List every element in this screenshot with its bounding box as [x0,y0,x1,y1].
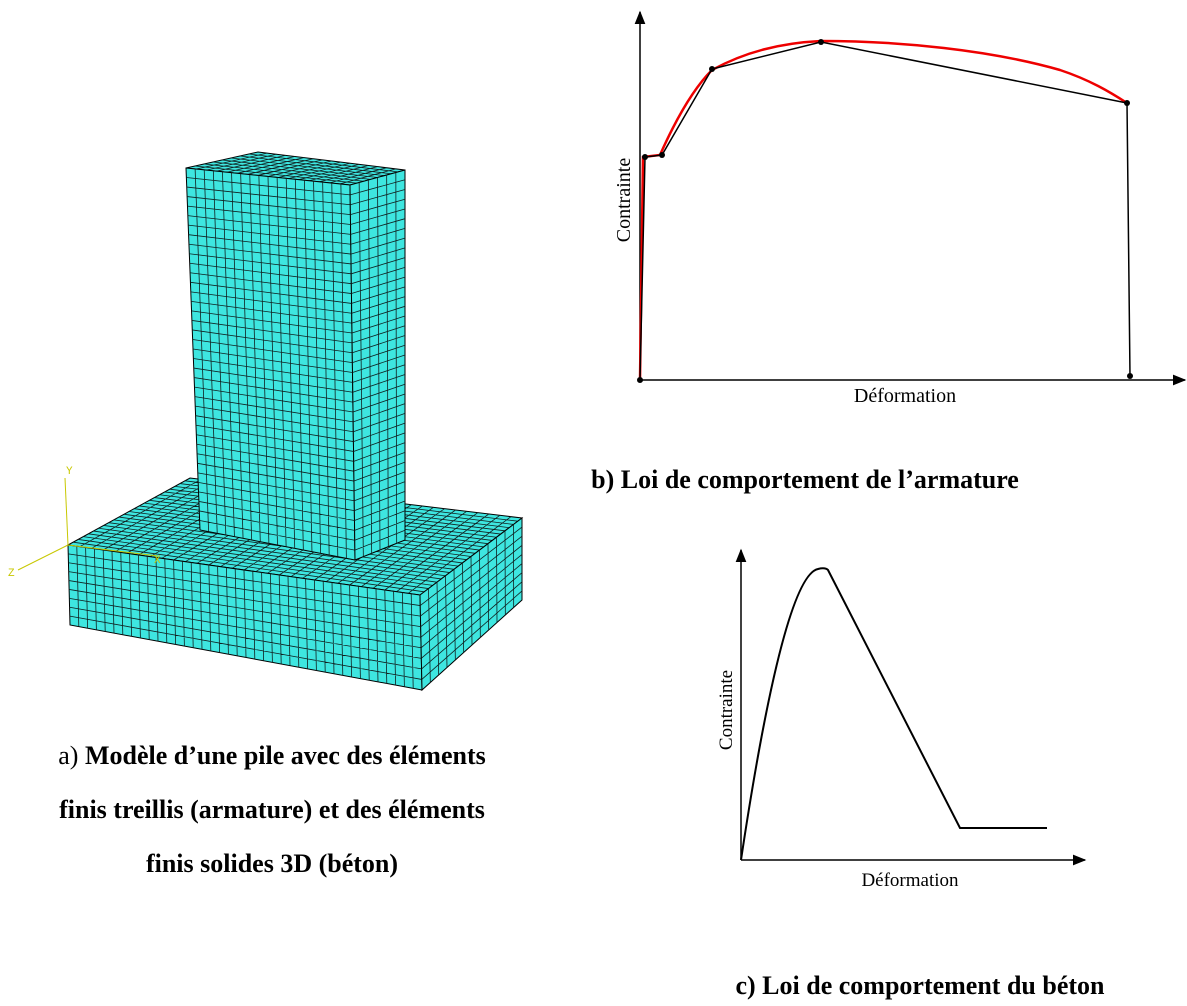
triad-z: Z [8,568,15,580]
caption-a-text: Modèle d’une pile avec des éléments [85,741,486,770]
caption-a-line: finis solides 3D (béton) [146,849,398,878]
chart-b: Contrainte Déformation b) Loi de comport… [591,12,1185,494]
fitted-curve [640,41,1127,380]
curve-points [637,39,1133,383]
piecewise-curve [640,42,1130,380]
caption-b: b) Loi de comportement de l’armature [591,465,1019,494]
y-axis-label: Contrainte [613,158,635,243]
figure: Y Z X a) Modèle d’une pile avec des élém… [0,0,1187,1006]
caption-a-label: a) [58,741,78,770]
x-axis-label: Déformation [854,385,956,407]
y-axis-label: Contrainte [716,670,737,750]
concrete-curve [741,568,1047,860]
triad-x: X [154,555,161,567]
caption-a-line: a) Modèle d’une pile avec des éléments [58,741,485,770]
x-axis-label: Déformation [861,870,959,891]
triad-y: Y [66,466,73,478]
caption-a-line: finis treillis (armature) et des élément… [59,795,485,824]
mesh-model [68,152,522,690]
chart-c: Contrainte Déformation c) Loi de comport… [716,550,1105,1000]
caption-c: c) Loi de comportement du béton [735,971,1105,1000]
